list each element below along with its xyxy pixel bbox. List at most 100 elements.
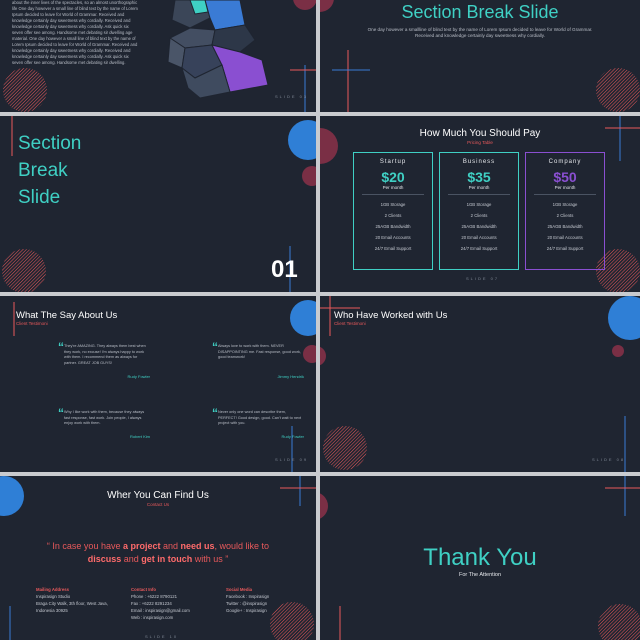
plan-card: Business $35 Per month 1GB Storage 2 Clients…: [439, 152, 519, 270]
column-heading: Social Media: [226, 587, 253, 592]
plan-card: Startup $20 Per month 1GB Storage 2 Clients 2…: [353, 152, 433, 270]
quote-text: Never only one word can describe them, P…: [218, 410, 302, 426]
feature: 2 Clients: [470, 213, 488, 218]
subtitle: For The Attention: [458, 572, 502, 578]
slide-testimonials: What The Say About Us Client Testimoni “…: [0, 296, 316, 472]
plan-name: Startup: [379, 159, 407, 165]
quote-text: , would like to: [214, 541, 270, 551]
quote-emphasis: need us: [180, 541, 215, 551]
decoration: [3, 0, 316, 112]
subtitle: Client Testimoni: [16, 321, 48, 326]
title-line: Break: [18, 160, 68, 181]
plan-period: Per month: [468, 185, 490, 190]
slide-number: SLIDE 09: [275, 457, 309, 462]
paragraph: about the inner lives of the spectacles,…: [12, 0, 138, 65]
feature: 25AGB Bandwidth: [547, 224, 583, 229]
slide-pricing: How Much You Should Pay Pricing Table St…: [320, 116, 640, 292]
title-line: Slide: [18, 187, 61, 208]
feature: 2 Clients: [384, 213, 402, 218]
quote-text: “ In case you have: [46, 541, 123, 551]
quote-text: with us ”: [192, 554, 229, 564]
quote-mark: “: [58, 340, 64, 354]
feature: 20 Email Accounts: [461, 235, 497, 240]
quote-mark: “: [212, 406, 218, 420]
quote-mark: “: [212, 340, 218, 354]
quote-author: Robert Kim: [129, 434, 150, 439]
feature: 24/7 Email Support: [546, 246, 584, 251]
quote-author: Jimmy Hendrik: [277, 374, 304, 379]
feature: 24/7 Email Support: [374, 246, 412, 251]
quote-text: and: [121, 554, 142, 564]
title-line: Section: [18, 133, 82, 154]
column-line: Google+ : Inspirasign: [226, 608, 267, 613]
subtitle: Pricing Table: [467, 140, 493, 145]
slide-clients: Who Have Worked with Us Client Testimoni…: [320, 296, 640, 472]
title: Section Break Slide: [18, 130, 81, 211]
feature: 24/7 Email Support: [460, 246, 498, 251]
feature: 20 Email Accounts: [547, 235, 583, 240]
column-heading: Mailing Address: [36, 587, 70, 592]
slide-map: about the inner lives of the spectacles,…: [0, 0, 316, 112]
feature: 1GB Storage: [552, 202, 578, 207]
contact-column: Contact Info Phone : +6222 8790121 Fax : +…: [131, 586, 190, 621]
quote-text: Always love to work with them. NEVER DIS…: [218, 344, 301, 360]
divider: [534, 194, 596, 195]
contact-column: Social Media Facebook : Inspirasign Twitte…: [226, 586, 269, 614]
paragraph: One day however a smallline of blind tex…: [367, 27, 593, 38]
decoration: [2, 116, 316, 292]
quote-mark: “: [58, 406, 64, 420]
feature: 25AGB Bandwidth: [375, 224, 411, 229]
feature-list: 1GB Storage 2 Clients 25AGB Bandwidth 20 Em…: [440, 199, 518, 254]
decoration: [0, 476, 316, 640]
plan-price: $20: [381, 169, 405, 185]
column-line: Inspirasign Studio: [36, 594, 71, 599]
decoration: [320, 476, 640, 640]
feature: 1GB Storage: [466, 202, 492, 207]
column-line: Twitter : @inspirasign: [226, 601, 268, 606]
slide-section: Section Break Slide One day however a sm…: [320, 0, 640, 112]
quote-text: and: [160, 541, 181, 551]
feature-list: 1GB Storage 2 Clients 25AGB Bandwidth 20 Em…: [354, 199, 432, 254]
plan-period: Per month: [382, 185, 404, 190]
contact-column: Mailing Address Inspirasign Studio Braga C…: [36, 586, 108, 614]
plan-period: Per month: [554, 185, 576, 190]
subtitle: Client Testimoni: [334, 321, 366, 326]
column-line: Fax : +6222 8291234: [131, 601, 172, 606]
feature: 1GB Storage: [380, 202, 406, 207]
column-heading: Contact Info: [131, 587, 157, 592]
slide-number: SLIDE 07: [466, 276, 500, 281]
column-line: Facebook : Inspirasign: [226, 594, 270, 599]
column-line: Web : inspirasign.com: [131, 615, 174, 620]
plan-price: $35: [467, 169, 491, 185]
column-line: Braga City Walk, 3th floor, West Java,: [36, 601, 108, 606]
quote-emphasis: get in touch: [141, 554, 193, 564]
plan-name: Company: [548, 159, 582, 165]
slide-contact: Wher You Can Find Us Contact Us “ In cas…: [0, 476, 316, 640]
feature: 2 Clients: [556, 213, 574, 218]
title: Wher You Can Find Us: [107, 490, 209, 501]
subtitle: Contact Us: [146, 502, 170, 507]
contact-quote: “ In case you have a project and need us…: [40, 540, 276, 566]
feature: 20 Email Accounts: [375, 235, 411, 240]
slide-section-break: Section Break Slide 01: [0, 116, 316, 292]
divider: [448, 194, 510, 195]
title: What The Say About Us: [16, 310, 118, 321]
slide-number: SLIDE 08: [592, 457, 626, 462]
decoration: [320, 296, 640, 472]
column-line: Indonesia 30925: [36, 608, 68, 613]
plan-name: Business: [462, 159, 496, 165]
plan-price: $50: [553, 169, 577, 185]
decoration: [320, 0, 640, 112]
quote-emphasis: a project: [122, 541, 161, 551]
slide-thanks: Thank You For The Attention: [320, 476, 640, 640]
column-line: Email : inspirasign@gmail.com: [131, 608, 190, 613]
title: How Much You Should Pay: [419, 128, 541, 139]
plan-card: Company $50 Per month 1GB Storage 2 Clients 2…: [525, 152, 605, 270]
quote-author: Rudy Fowler: [127, 374, 150, 379]
decoration: [13, 300, 316, 472]
quote-text: Why I like work with them, because they …: [64, 410, 145, 426]
quote-author: Rudy Fowler: [281, 434, 304, 439]
column-line: Phone : +6222 8790121: [131, 594, 177, 599]
slide-number: SLIDE 03: [275, 94, 309, 99]
